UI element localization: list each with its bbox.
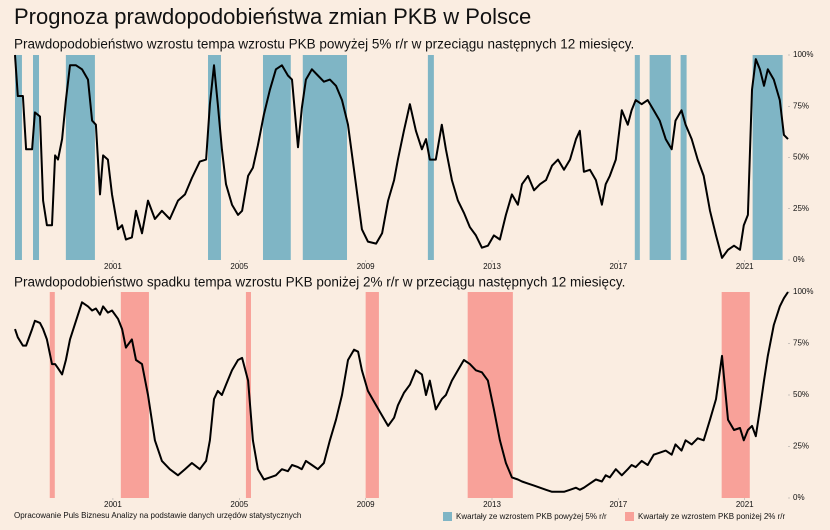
legend-label: Kwartały ze wzrostem PKB poniżej 2% r/r — [638, 512, 785, 521]
y-tick-label: 100% — [793, 287, 813, 296]
shaded-period — [120, 292, 149, 498]
shaded-period — [262, 55, 291, 260]
shaded-period — [365, 292, 379, 498]
page-title: Prognoza prawdopodobieństwa zmian PKB w … — [14, 4, 531, 29]
x-tick-label: 2021 — [736, 262, 754, 271]
shaded-period — [427, 55, 434, 260]
legend-swatch — [443, 512, 452, 521]
y-tick-label: 50% — [793, 390, 809, 399]
x-tick-label: 2009 — [357, 500, 375, 509]
source-note: Opracowanie Puls Biznesu Analizy na pods… — [14, 511, 301, 520]
legend-swatch — [625, 512, 634, 521]
y-tick-label: 50% — [793, 153, 809, 162]
y-tick-label: 0% — [793, 493, 805, 502]
shaded-period — [208, 55, 221, 260]
shaded-period — [302, 55, 348, 260]
y-tick-label: 75% — [793, 339, 809, 348]
x-tick-label: 2017 — [609, 262, 627, 271]
x-tick-label: 2009 — [357, 262, 375, 271]
y-tick-label: 100% — [793, 50, 813, 59]
shaded-period — [49, 292, 55, 498]
x-tick-label: 2005 — [230, 262, 248, 271]
x-tick-label: 2013 — [483, 262, 501, 271]
y-tick-label: 0% — [793, 255, 805, 264]
shaded-period — [65, 55, 95, 260]
shaded-period — [33, 55, 40, 260]
x-tick-label: 2001 — [104, 500, 122, 509]
y-tick-label: 75% — [793, 101, 809, 110]
shaded-period — [15, 55, 22, 260]
y-tick-label: 25% — [793, 442, 809, 451]
line — [14, 291, 789, 493]
shaded-period — [634, 55, 640, 260]
x-tick-label: 2013 — [483, 500, 501, 509]
x-tick-label: 2017 — [609, 500, 627, 509]
y-tick-label: 25% — [793, 204, 809, 213]
line — [14, 54, 789, 259]
panel-subtitle: Prawdopodobieństwo spadku tempa wzrostu … — [14, 275, 625, 290]
shaded-period — [752, 55, 783, 260]
x-tick-label: 2021 — [736, 500, 754, 509]
x-tick-label: 2001 — [104, 262, 122, 271]
legend-label: Kwartały ze wzrostem PKB powyżej 5% r/r — [456, 512, 607, 521]
x-tick-label: 2005 — [230, 500, 248, 509]
shaded-period — [680, 55, 687, 260]
shaded-period — [649, 55, 671, 260]
panel-subtitle: Prawdopodobieństwo wzrostu tempa wzrostu… — [14, 37, 634, 52]
